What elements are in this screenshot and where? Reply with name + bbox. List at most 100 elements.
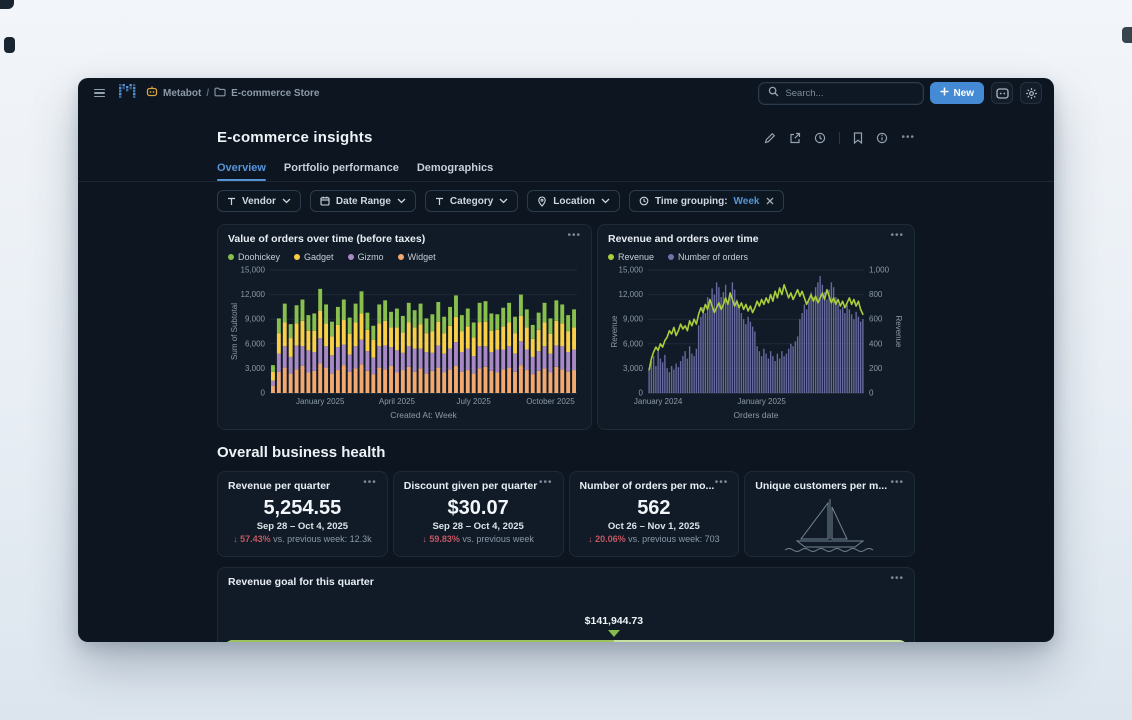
card-menu-icon[interactable]: ••• bbox=[538, 477, 553, 488]
actions-divider bbox=[839, 131, 841, 144]
kpi-orders-per-month[interactable]: Number of orders per mo... ••• 562 Oct 26… bbox=[568, 471, 740, 557]
tab-overview[interactable]: Overview bbox=[217, 162, 266, 181]
search-icon bbox=[768, 84, 779, 102]
kpi-period: Oct 26 – Nov 1, 2025 bbox=[607, 520, 700, 532]
plus-icon bbox=[940, 87, 949, 99]
legend-item[interactable]: Gizmo bbox=[347, 252, 384, 262]
search-box[interactable] bbox=[758, 81, 925, 105]
svg-text:9,000: 9,000 bbox=[623, 314, 644, 323]
legend-item[interactable]: Gadget bbox=[294, 252, 334, 262]
kpi-period: Sep 28 – Oct 4, 2025 bbox=[432, 520, 524, 532]
legend-dot bbox=[228, 253, 234, 260]
filter-location[interactable]: Location bbox=[527, 190, 620, 212]
folder-icon bbox=[214, 87, 226, 100]
kpi-delta: ↓ 20.06% vs. previous week: 703 bbox=[588, 533, 720, 544]
share-icon[interactable] bbox=[789, 132, 801, 144]
kpi-unique-customers[interactable]: Unique customers per m... ••• bbox=[744, 471, 915, 557]
text-filter-icon bbox=[435, 197, 443, 205]
kpi-revenue-per-quarter[interactable]: Revenue per quarter ••• 5,254.55 Sep 28 –… bbox=[217, 471, 388, 557]
background-artifact bbox=[0, 0, 14, 9]
svg-text:Created At: Week: Created At: Week bbox=[390, 410, 457, 420]
sidebar-toggle-icon[interactable] bbox=[90, 85, 109, 102]
remove-filter-x-icon[interactable] bbox=[766, 197, 774, 205]
svg-text:October 2025: October 2025 bbox=[526, 397, 575, 406]
stacked-bar-chart[interactable]: 0 3,000 6,000 9,000 12,000 15,000 Sum of Subto… bbox=[228, 264, 581, 426]
history-clock-icon[interactable] bbox=[814, 132, 826, 144]
svg-text:0: 0 bbox=[639, 388, 644, 397]
svg-text:800: 800 bbox=[869, 290, 883, 299]
chart-legend: Doohickey Gadget Gizmo Widget bbox=[228, 252, 581, 262]
svg-text:3,000: 3,000 bbox=[245, 363, 266, 372]
edit-pencil-icon[interactable] bbox=[764, 132, 776, 144]
chevron-down-icon bbox=[601, 198, 610, 204]
card-menu-icon[interactable]: ••• bbox=[363, 477, 377, 488]
metabot-icon bbox=[146, 86, 158, 100]
svg-text:15,000: 15,000 bbox=[241, 265, 266, 274]
background-artifact bbox=[4, 37, 15, 53]
kpi-delta: ↓ 59.83% vs. previous week bbox=[422, 533, 534, 544]
svg-text:6,000: 6,000 bbox=[245, 339, 266, 348]
clock-icon bbox=[639, 196, 649, 206]
filter-date-range[interactable]: Date Range bbox=[309, 190, 416, 212]
svg-text:12,000: 12,000 bbox=[241, 290, 266, 299]
metabase-logo[interactable] bbox=[119, 83, 136, 103]
svg-text:0: 0 bbox=[869, 388, 874, 397]
filter-time-grouping[interactable]: Time grouping: Week bbox=[628, 190, 784, 212]
filter-bar: Vendor Date Range Category Location Time bbox=[217, 190, 915, 212]
svg-text:3,000: 3,000 bbox=[623, 363, 644, 372]
breadcrumb-root[interactable]: Metabot bbox=[163, 87, 202, 99]
svg-text:Revenue: Revenue bbox=[894, 315, 903, 348]
svg-text:9,000: 9,000 bbox=[245, 314, 266, 323]
new-button[interactable]: New bbox=[930, 82, 984, 104]
chevron-down-icon bbox=[397, 198, 406, 204]
time-grouping-value: Week bbox=[733, 195, 760, 207]
legend-item[interactable]: Revenue bbox=[608, 252, 654, 262]
card-menu-icon[interactable]: ••• bbox=[714, 477, 729, 488]
kpi-value: $30.07 bbox=[447, 496, 509, 519]
svg-text:April 2025: April 2025 bbox=[379, 397, 416, 406]
arrow-down-icon: ↓ bbox=[422, 533, 427, 544]
breadcrumb-separator: / bbox=[206, 87, 210, 99]
kpi-discount-per-quarter[interactable]: Discount given per quarter ••• $30.07 Sep… bbox=[392, 471, 564, 557]
kpi-value: 562 bbox=[637, 496, 671, 519]
info-icon[interactable] bbox=[876, 132, 888, 144]
chevron-down-icon bbox=[499, 198, 508, 204]
svg-text:6,000: 6,000 bbox=[623, 339, 644, 348]
dashboard-actions: ••• bbox=[764, 131, 915, 144]
legend-dot bbox=[608, 253, 614, 260]
chevron-down-icon bbox=[282, 198, 291, 204]
card-menu-icon[interactable]: ••• bbox=[890, 477, 904, 488]
legend-dot bbox=[347, 253, 354, 260]
app-window: Metabot / E-commerce Store New bbox=[78, 78, 1054, 642]
legend-item[interactable]: Widget bbox=[397, 252, 436, 262]
card-title: Value of orders over time (before taxes) bbox=[228, 233, 426, 245]
arrow-down-icon: ↓ bbox=[588, 533, 593, 544]
search-input[interactable] bbox=[785, 87, 915, 99]
tab-demographics[interactable]: Demographics bbox=[416, 162, 494, 174]
section-heading: Overall business health bbox=[217, 444, 386, 461]
legend-dot bbox=[397, 253, 404, 260]
breadcrumb-collection[interactable]: E-commerce Store bbox=[231, 87, 320, 99]
filter-vendor[interactable]: Vendor bbox=[217, 190, 301, 212]
tab-portfolio-performance[interactable]: Portfolio performance bbox=[283, 162, 399, 174]
goal-progress-bar[interactable] bbox=[224, 639, 908, 642]
svg-text:200: 200 bbox=[869, 363, 883, 372]
kpi-period: Sep 28 – Oct 4, 2025 bbox=[256, 520, 349, 532]
bookmark-icon[interactable] bbox=[853, 131, 863, 144]
settings-gear-button[interactable] bbox=[1020, 82, 1042, 104]
card-menu-icon[interactable]: ••• bbox=[567, 230, 581, 241]
svg-text:January 2025: January 2025 bbox=[296, 397, 345, 406]
combo-line-bar-chart[interactable]: 0 3,000 6,000 9,000 12,000 15,000 0 200 400 600 80… bbox=[608, 264, 904, 426]
filter-category[interactable]: Category bbox=[424, 190, 519, 212]
card-menu-icon[interactable]: ••• bbox=[890, 230, 904, 241]
svg-text:15,000: 15,000 bbox=[619, 265, 644, 274]
legend-item[interactable]: Number of orders bbox=[668, 252, 748, 262]
svg-text:January 2024: January 2024 bbox=[634, 397, 683, 406]
legend-item[interactable]: Doohickey bbox=[228, 252, 280, 262]
card-menu-icon[interactable]: ••• bbox=[890, 573, 904, 584]
location-pin-icon bbox=[538, 195, 547, 207]
text-filter-icon bbox=[228, 197, 235, 205]
more-options-icon[interactable]: ••• bbox=[901, 131, 915, 143]
metabot-chat-button[interactable] bbox=[991, 82, 1013, 104]
svg-text:July 2025: July 2025 bbox=[457, 397, 492, 406]
